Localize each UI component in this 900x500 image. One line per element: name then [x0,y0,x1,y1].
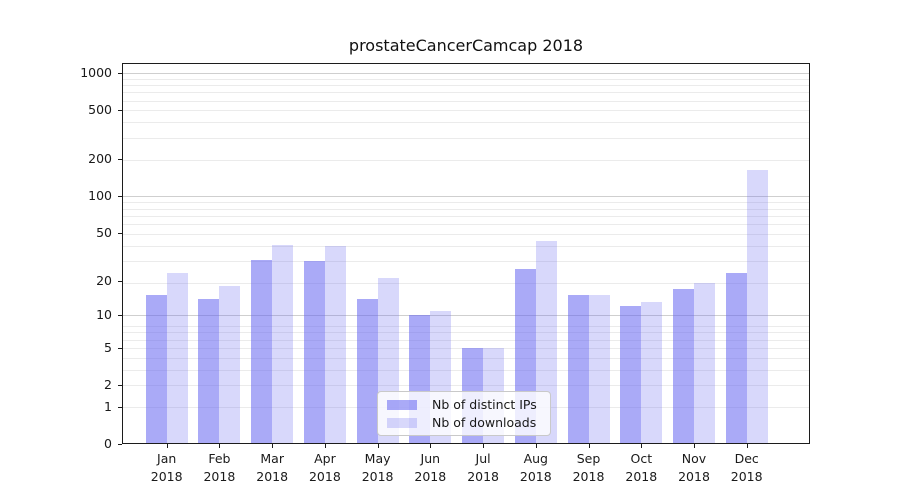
x-tick-label: Apr 2018 [308,451,341,484]
y-tick-label: 0 [104,436,112,451]
legend-swatch-distinct-ips [387,399,417,410]
bar-jan-distinct-ips [145,295,167,443]
gridline-minor [123,110,809,112]
bar-jan-downloads [166,273,188,443]
y-tick-mark [118,444,122,445]
x-tick-label: Jun 2018 [414,451,447,484]
bar-mar-distinct-ips [251,259,273,443]
y-tick-label: 2 [104,377,112,392]
x-tick-label: Oct 2018 [625,451,658,484]
bar-apr-downloads [324,245,346,443]
x-tick-label: Jan 2018 [150,451,183,484]
y-tick-mark [118,347,122,349]
gridline-minor [123,326,809,327]
bar-sep-downloads [588,295,610,443]
bar-feb-distinct-ips [198,298,220,443]
bar-apr-distinct-ips [303,261,325,443]
x-tick-mark [430,444,432,448]
chart-title: prostateCancerCamcap 2018 [348,36,584,55]
gridline-minor [123,202,809,204]
x-tick-mark [694,444,695,448]
x-tick-label: Nov 2018 [678,451,710,484]
gridline-minor [123,100,809,102]
x-tick-label: Sep 2018 [572,451,605,484]
bar-feb-downloads [219,285,241,443]
y-tick-label: 20 [96,272,112,288]
x-tick-label: Dec 2018 [730,451,763,484]
x-tick-label: Feb 2018 [203,451,236,484]
y-tick-mark [118,110,122,112]
gridline-minor [123,208,809,210]
legend-label-distinct-ips: Nb of distinct IPs [432,397,537,412]
gridline-minor [123,92,809,94]
x-tick-label: Jul 2018 [467,451,499,484]
y-tick-mark [118,385,122,386]
gridline-minor [123,78,809,80]
gridline-major [123,196,809,198]
bar-nov-distinct-ips [673,288,694,443]
bar-may-distinct-ips [356,298,378,443]
y-tick-label: 200 [88,151,112,167]
legend-swatch-downloads [387,417,417,428]
gridline-major [123,73,809,74]
y-tick-label: 500 [88,102,112,118]
y-tick-label: 5 [104,339,112,355]
bar-oct-downloads [641,302,663,443]
y-tick-mark [118,406,122,408]
gridline-minor [123,122,809,124]
x-tick-label: Aug 2018 [519,451,552,484]
x-tick-mark [219,444,221,448]
bar-nov-downloads [694,283,715,443]
x-tick-label: Mar 2018 [256,451,289,484]
gridline-minor [123,245,809,247]
y-tick-mark [118,73,122,74]
x-tick-mark [377,444,379,448]
y-tick-mark [118,315,122,317]
gridline-minor [123,233,809,235]
gridline-minor [123,85,809,86]
y-tick-mark [118,196,122,198]
x-tick-mark [535,444,537,448]
y-tick-label: 50 [96,224,112,240]
y-tick-label: 10 [96,307,112,323]
x-tick-mark [166,444,168,448]
y-tick-mark [118,232,122,234]
gridline-minor [123,261,809,263]
x-tick-label: May 2018 [361,451,394,484]
y-tick-label: 100 [88,188,112,204]
x-tick-mark [641,444,643,448]
gridline-minor [123,339,809,341]
gridline-minor [123,215,809,217]
plot-area [122,63,810,444]
legend-label-downloads: Nb of downloads [432,415,537,430]
x-tick-mark [483,444,485,448]
gridline-minor [123,137,809,139]
bar-sep-distinct-ips [567,295,589,443]
x-tick-mark [746,444,748,448]
y-tick-label: 1 [104,398,112,414]
bar-oct-distinct-ips [620,306,642,443]
y-tick-mark [118,280,122,282]
y-tick-label: 1000 [80,65,112,80]
gridline-minor [123,283,809,285]
x-tick-mark [324,444,326,448]
gridline-minor [123,159,809,161]
legend: Nb of distinct IPs Nb of downloads [377,391,551,436]
gridline-minor [123,224,809,226]
bar-dec-distinct-ips [725,273,747,443]
legend-item-distinct-ips: Nb of distinct IPs [387,397,541,412]
x-tick-mark [272,444,274,448]
gridline-major [123,315,809,317]
x-tick-mark [588,444,590,448]
bar-mar-downloads [272,244,294,443]
bar-dec-downloads [746,169,768,443]
y-tick-mark [118,159,122,161]
legend-item-downloads: Nb of downloads [387,415,541,430]
gridline-minor [123,332,809,334]
